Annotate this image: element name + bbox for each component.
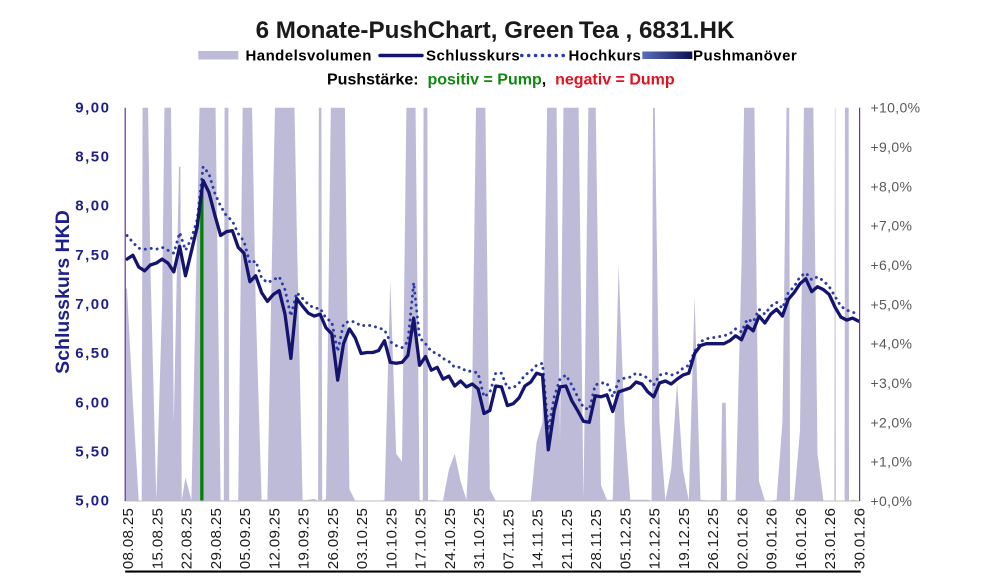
svg-text:05.09.25: 05.09.25: [237, 508, 254, 570]
svg-text:7,50: 7,50: [75, 247, 110, 264]
svg-text:Schlusskurs: Schlusskurs: [426, 48, 520, 65]
svg-text:+1,0%: +1,0%: [871, 454, 913, 470]
svg-text:6 Monate-PushChart, Green Tea: 6 Monate-PushChart, Green Tea , 6831.HK: [256, 17, 735, 44]
svg-text:21.11.25: 21.11.25: [559, 509, 576, 569]
svg-text:26.12.25: 26.12.25: [705, 508, 722, 570]
svg-text:+3,0%: +3,0%: [871, 375, 913, 391]
svg-text:+4,0%: +4,0%: [871, 336, 913, 352]
svg-text:12.09.25: 12.09.25: [266, 508, 283, 570]
svg-text:6,50: 6,50: [75, 345, 110, 362]
svg-text:08.08.25: 08.08.25: [120, 508, 137, 570]
svg-text:23.01.26: 23.01.26: [822, 508, 839, 570]
svg-text:14.11.25: 14.11.25: [530, 509, 547, 569]
svg-text:28.11.25: 28.11.25: [588, 509, 605, 569]
svg-text:19.12.25: 19.12.25: [676, 508, 693, 570]
svg-text:Handelsvolumen: Handelsvolumen: [246, 48, 372, 65]
svg-text:29.08.25: 29.08.25: [208, 508, 225, 570]
svg-text:+8,0%: +8,0%: [871, 178, 913, 194]
svg-text:+5,0%: +5,0%: [871, 296, 913, 312]
svg-text:5,00: 5,00: [75, 493, 110, 510]
svg-text:6,00: 6,00: [75, 394, 110, 411]
svg-text:+7,0%: +7,0%: [871, 218, 913, 234]
svg-text:Schlusskurs HKD: Schlusskurs HKD: [52, 210, 74, 374]
svg-text:+9,0%: +9,0%: [871, 139, 913, 155]
svg-text:31.10.25: 31.10.25: [471, 508, 488, 570]
svg-text:+10,0%: +10,0%: [871, 100, 921, 116]
svg-text:07.11.25: 07.11.25: [500, 509, 517, 569]
svg-text:5,50: 5,50: [75, 443, 110, 460]
svg-text:7,00: 7,00: [75, 296, 110, 313]
svg-text:02.01.26: 02.01.26: [735, 508, 752, 570]
svg-text:17.10.25: 17.10.25: [413, 508, 430, 570]
svg-text:+0,0%: +0,0%: [871, 493, 913, 509]
svg-text:10.10.25: 10.10.25: [383, 508, 400, 570]
svg-text:Hochkurs: Hochkurs: [569, 48, 642, 65]
svg-text:24.10.25: 24.10.25: [442, 508, 459, 570]
svg-text:22.08.25: 22.08.25: [179, 508, 196, 570]
svg-text:03.10.25: 03.10.25: [354, 508, 371, 570]
svg-text:Pushstärke: positiv = Pump,: Pushstärke: positiv = Pump, negativ = Du…: [327, 72, 675, 89]
svg-text:Pushmanöver: Pushmanöver: [693, 48, 797, 65]
svg-text:+6,0%: +6,0%: [871, 257, 913, 273]
svg-text:8,00: 8,00: [75, 198, 110, 215]
svg-text:8,50: 8,50: [75, 149, 110, 166]
svg-text:09.01.26: 09.01.26: [764, 508, 781, 570]
svg-text:9,00: 9,00: [75, 99, 110, 116]
svg-text:16.01.26: 16.01.26: [793, 508, 810, 570]
svg-text:15.08.25: 15.08.25: [149, 508, 166, 570]
svg-text:12.12.25: 12.12.25: [647, 508, 664, 570]
svg-text:+2,0%: +2,0%: [871, 414, 913, 430]
svg-text:30.01.26: 30.01.26: [852, 508, 869, 570]
svg-text:19.09.25: 19.09.25: [296, 508, 313, 570]
svg-text:05.12.25: 05.12.25: [617, 508, 634, 570]
svg-text:26.09.25: 26.09.25: [325, 508, 342, 570]
